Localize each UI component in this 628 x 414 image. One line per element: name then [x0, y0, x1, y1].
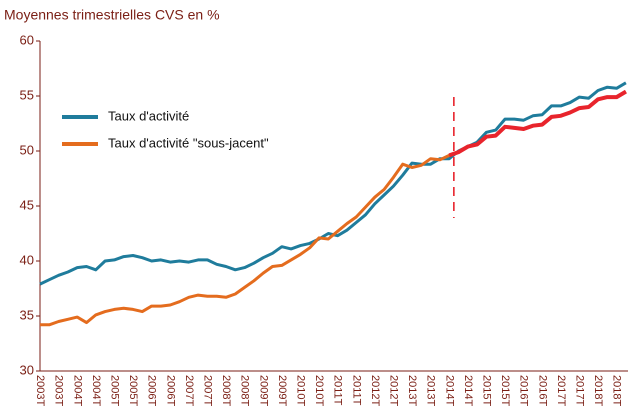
- x-tick-label: 2006T: [164, 375, 176, 406]
- x-tick-label: 2009T: [276, 375, 288, 406]
- x-tick-label: 2016T: [518, 375, 530, 406]
- x-tick-label: 2007T: [183, 375, 195, 406]
- x-tick-label: 2011T: [332, 375, 344, 406]
- y-tick-label: 30: [20, 362, 34, 377]
- x-tick-label: 2017T: [555, 375, 567, 406]
- series-line-highlight: [448, 89, 627, 158]
- x-tick-label: 2018T: [611, 375, 623, 406]
- x-tick-label: 2011T: [350, 375, 362, 406]
- x-tick-label: 2012T: [369, 375, 381, 406]
- x-tick-label: 2003T: [34, 375, 46, 406]
- legend-label: Taux d'activité "sous-jacent": [108, 135, 269, 150]
- x-tick-label: 2018T: [592, 375, 604, 406]
- chart-title: Moyennes trimestrielles CVS en %: [4, 7, 220, 23]
- x-tick-label: 2015T: [499, 375, 511, 406]
- x-tick-label: 2006T: [146, 375, 158, 406]
- x-tick-label: 2009T: [257, 375, 269, 406]
- x-tick-label: 2014T: [443, 375, 455, 406]
- x-tick-label: 2014T: [462, 375, 474, 406]
- y-tick-label: 45: [20, 197, 34, 212]
- x-tick-label: 2007T: [201, 375, 213, 406]
- y-tick-label: 55: [20, 87, 34, 102]
- x-tick-label: 2008T: [239, 375, 251, 406]
- x-tick-label: 2015T: [480, 375, 492, 406]
- x-tick-label: 2016T: [536, 375, 548, 406]
- x-tick-label: 2013T: [425, 375, 437, 406]
- x-tick-label: 2003T: [53, 375, 65, 406]
- x-tick-label: 2008T: [220, 375, 232, 406]
- y-tick-label: 50: [20, 142, 34, 157]
- x-tick-label: 2017T: [573, 375, 585, 406]
- x-tick-label: 2004T: [90, 375, 102, 406]
- x-tick-label: 2010T: [313, 375, 325, 406]
- x-tick-label: 2005T: [108, 375, 120, 406]
- x-tick-label: 2010T: [294, 375, 306, 406]
- x-tick-label: 2013T: [406, 375, 418, 406]
- y-tick-label: 35: [20, 307, 34, 322]
- y-tick-label: 40: [20, 252, 34, 267]
- legend-label: Taux d'activité: [108, 108, 189, 123]
- x-tick-label: 2005T: [127, 375, 139, 406]
- y-tick-label: 60: [20, 32, 34, 47]
- x-tick-label: 2004T: [71, 375, 83, 406]
- x-tick-label: 2012T: [387, 375, 399, 406]
